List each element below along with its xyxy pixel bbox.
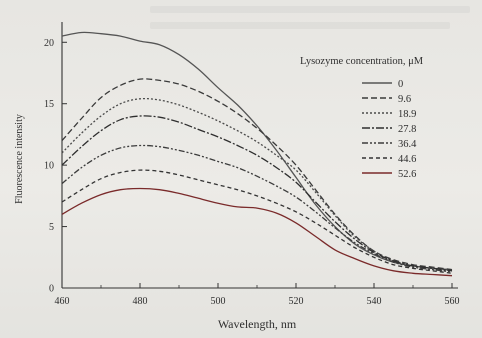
legend-title: Lysozyme concentration, μM xyxy=(300,56,424,67)
chart-legend: Lysozyme concentration, μM 0 9.6 18.9 27.8 36… xyxy=(300,56,424,180)
series-line-36-4 xyxy=(61,144,453,273)
series-line-27-8 xyxy=(61,115,453,272)
y-tick-label: 5 xyxy=(49,222,54,233)
legend-entry-label: 9.6 xyxy=(398,94,411,105)
series-lines xyxy=(61,31,453,277)
legend-entry-label: 18.9 xyxy=(398,109,416,120)
x-tick-label: 480 xyxy=(133,296,148,307)
bleed-through-text xyxy=(150,22,450,29)
legend-entry-label: 52.6 xyxy=(398,169,416,180)
legend-entry-label: 0 xyxy=(398,79,403,90)
x-tick-label: 500 xyxy=(211,296,226,307)
series-line-52-6 xyxy=(61,187,453,277)
x-tick-label: 460 xyxy=(55,296,70,307)
x-tick-label: 540 xyxy=(367,296,382,307)
y-tick-label: 15 xyxy=(44,99,54,110)
series-line-18-9 xyxy=(61,97,453,272)
y-tick-label: 0 xyxy=(49,284,54,295)
x-tick-label: 520 xyxy=(289,296,304,307)
chart-axes: 460 480 500 520 540 560 0 5 10 15 20 xyxy=(44,22,460,307)
legend-entry-label: 36.4 xyxy=(398,139,417,150)
bleed-through-text xyxy=(150,6,470,13)
y-axis-label: Fluorescence intensity xyxy=(14,114,25,204)
y-tick-label: 10 xyxy=(44,161,54,172)
x-axis-label: Wavelength, nm xyxy=(218,317,297,331)
legend-entry-label: 44.6 xyxy=(398,154,416,165)
series-line-9-6 xyxy=(61,78,453,271)
y-tick-label: 20 xyxy=(44,38,54,49)
x-tick-label: 560 xyxy=(445,296,460,307)
series-line-44-6 xyxy=(61,169,453,274)
legend-entry-label: 27.8 xyxy=(398,124,416,135)
series-line-0 xyxy=(61,31,453,271)
